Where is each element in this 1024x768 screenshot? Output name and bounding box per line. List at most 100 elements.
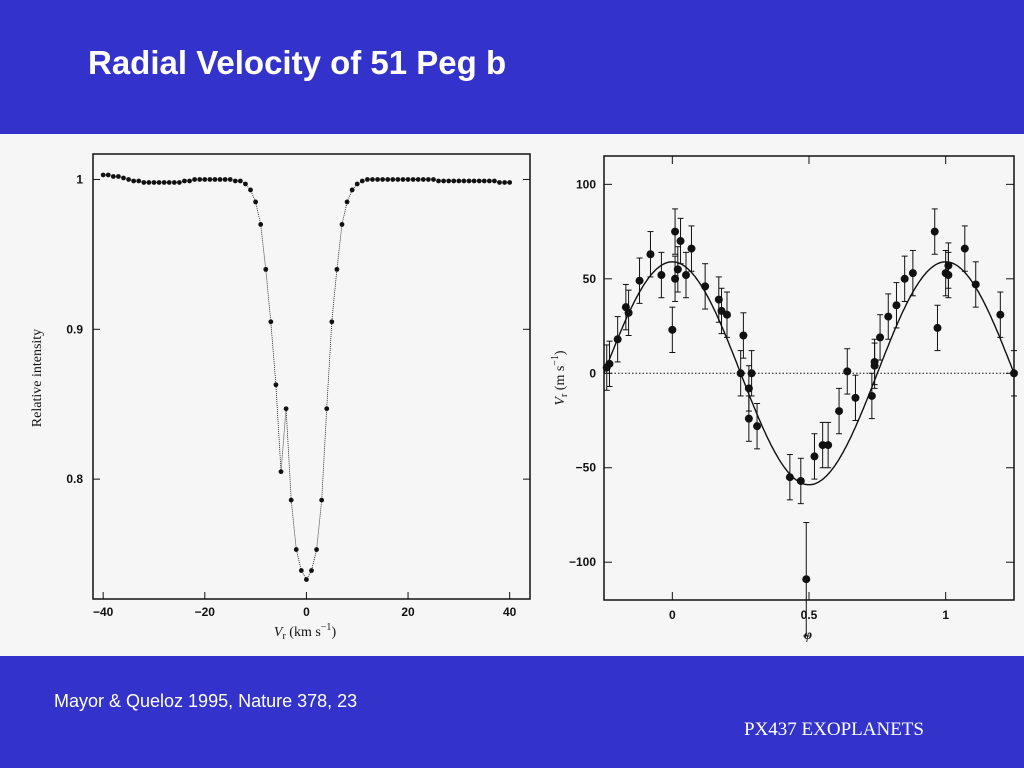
right-y-tick-label: −100 xyxy=(569,555,596,569)
right-y-tick-label: 50 xyxy=(583,272,597,286)
line-profile-point xyxy=(375,177,380,182)
line-profile-point xyxy=(446,178,452,184)
line-profile-point xyxy=(461,178,467,184)
rv-data-point xyxy=(744,414,753,423)
line-profile-point xyxy=(192,177,198,182)
line-profile-point xyxy=(126,177,131,182)
line-profile-point xyxy=(121,175,126,181)
left-series xyxy=(100,172,513,582)
line-profile-point xyxy=(105,172,111,178)
rv-data-point xyxy=(736,369,745,378)
rv-data-point xyxy=(747,369,756,378)
rv-data-point xyxy=(810,452,819,461)
line-profile-point xyxy=(187,178,192,184)
line-profile-point xyxy=(146,180,152,185)
rv-data-point xyxy=(673,265,682,274)
line-profile-point xyxy=(116,174,121,179)
line-profile-curve xyxy=(103,174,510,581)
line-profile-point xyxy=(502,180,507,185)
radial-velocity-chart: 0 0.5 1 −100 −50 0 50 100 Vr (m s−1) φ xyxy=(550,155,1018,643)
rv-data-point xyxy=(933,323,942,332)
line-profile-point xyxy=(136,178,142,184)
line-profile-point xyxy=(222,177,228,182)
rv-data-point xyxy=(900,274,909,283)
rv-data-point xyxy=(802,575,811,584)
rv-data-point xyxy=(668,325,677,334)
rv-data-point xyxy=(687,244,696,253)
right-x-tick-label: 0.5 xyxy=(801,608,818,622)
line-profile-point xyxy=(456,178,462,184)
rv-data-point xyxy=(657,271,666,280)
line-profile-point xyxy=(258,222,264,227)
line-profile-point xyxy=(385,177,391,182)
sinusoidal-fit-curve xyxy=(603,261,1015,486)
line-profile-point xyxy=(354,181,360,187)
line-profile-point xyxy=(466,178,472,184)
rv-data-point xyxy=(870,357,879,366)
line-profile-point xyxy=(248,187,253,193)
rv-data-point xyxy=(930,227,939,236)
line-profile-point xyxy=(425,177,431,182)
right-y-tick-label: −50 xyxy=(576,461,597,475)
rv-data-point xyxy=(835,407,844,416)
rv-data-point xyxy=(996,310,1005,319)
left-x-tick-label: 40 xyxy=(503,605,517,619)
line-profile-point xyxy=(253,199,259,205)
line-profile-point xyxy=(420,177,426,182)
line-profile-point xyxy=(283,406,289,412)
left-x-tick-label: 20 xyxy=(401,605,415,619)
line-profile-point xyxy=(476,178,482,184)
left-x-tick-label: 0 xyxy=(303,605,310,619)
left-y-tick-label: 0.8 xyxy=(66,472,83,486)
left-x-tick-label: −20 xyxy=(195,605,216,619)
rv-data-point xyxy=(682,271,690,280)
line-profile-point xyxy=(441,178,447,184)
left-y-axis-label: Relative intensity xyxy=(30,329,45,427)
line-profile-point xyxy=(288,497,294,503)
line-profile-point xyxy=(324,406,330,412)
line-profile-point xyxy=(202,177,208,182)
rv-data-point xyxy=(818,441,827,450)
line-profile-point xyxy=(268,319,274,325)
right-y-tick-label: 0 xyxy=(589,366,596,380)
line-profile-point xyxy=(100,172,106,178)
rv-data-point xyxy=(671,274,680,283)
left-x-tick-label: −40 xyxy=(93,605,114,619)
line-profile-point xyxy=(182,178,187,184)
footer-course-label: PX437 EXOPLANETS xyxy=(744,719,924,740)
right-plot-frame xyxy=(603,155,1015,601)
line-profile-point xyxy=(380,177,386,182)
right-x-tick-label: 0 xyxy=(669,608,676,622)
line-profile-point xyxy=(319,497,325,503)
line-profile-point xyxy=(492,178,497,184)
rv-data-point xyxy=(971,280,980,289)
rv-data-point xyxy=(892,301,901,310)
line-profile-point xyxy=(415,177,421,182)
rv-data-point xyxy=(723,310,731,319)
line-profile-point xyxy=(197,177,203,182)
line-profile-point xyxy=(309,568,314,573)
rv-data-point xyxy=(867,391,876,400)
right-series xyxy=(602,208,1018,637)
rv-data-point xyxy=(671,227,680,236)
rv-data-point xyxy=(676,237,685,246)
line-profile-point xyxy=(410,177,416,182)
rv-data-point xyxy=(884,312,893,321)
line-profile-point xyxy=(471,178,477,184)
rv-data-point xyxy=(944,271,953,280)
figure-panel: −40 −20 0 20 40 0.8 0.9 1 Relative intensity Vr… xyxy=(0,134,1024,656)
line-profile-point xyxy=(161,180,167,185)
left-ticks: −40 −20 0 20 40 0.8 0.9 1 xyxy=(66,172,530,619)
line-profile-point xyxy=(339,222,345,227)
figure-svg: −40 −20 0 20 40 0.8 0.9 1 Relative intensity Vr… xyxy=(30,153,1018,643)
line-profile-point xyxy=(151,180,157,185)
citation-text: Mayor & Queloz 1995, Nature 378, 23 xyxy=(54,691,358,711)
left-plot-frame xyxy=(92,153,531,600)
line-profile-point xyxy=(237,178,243,184)
rv-data-point xyxy=(714,295,723,304)
rv-data-point xyxy=(744,384,753,393)
line-profile-point xyxy=(227,177,233,182)
rv-data-point xyxy=(701,282,710,291)
line-profile-point xyxy=(263,266,269,272)
line-profile-point xyxy=(364,177,370,182)
